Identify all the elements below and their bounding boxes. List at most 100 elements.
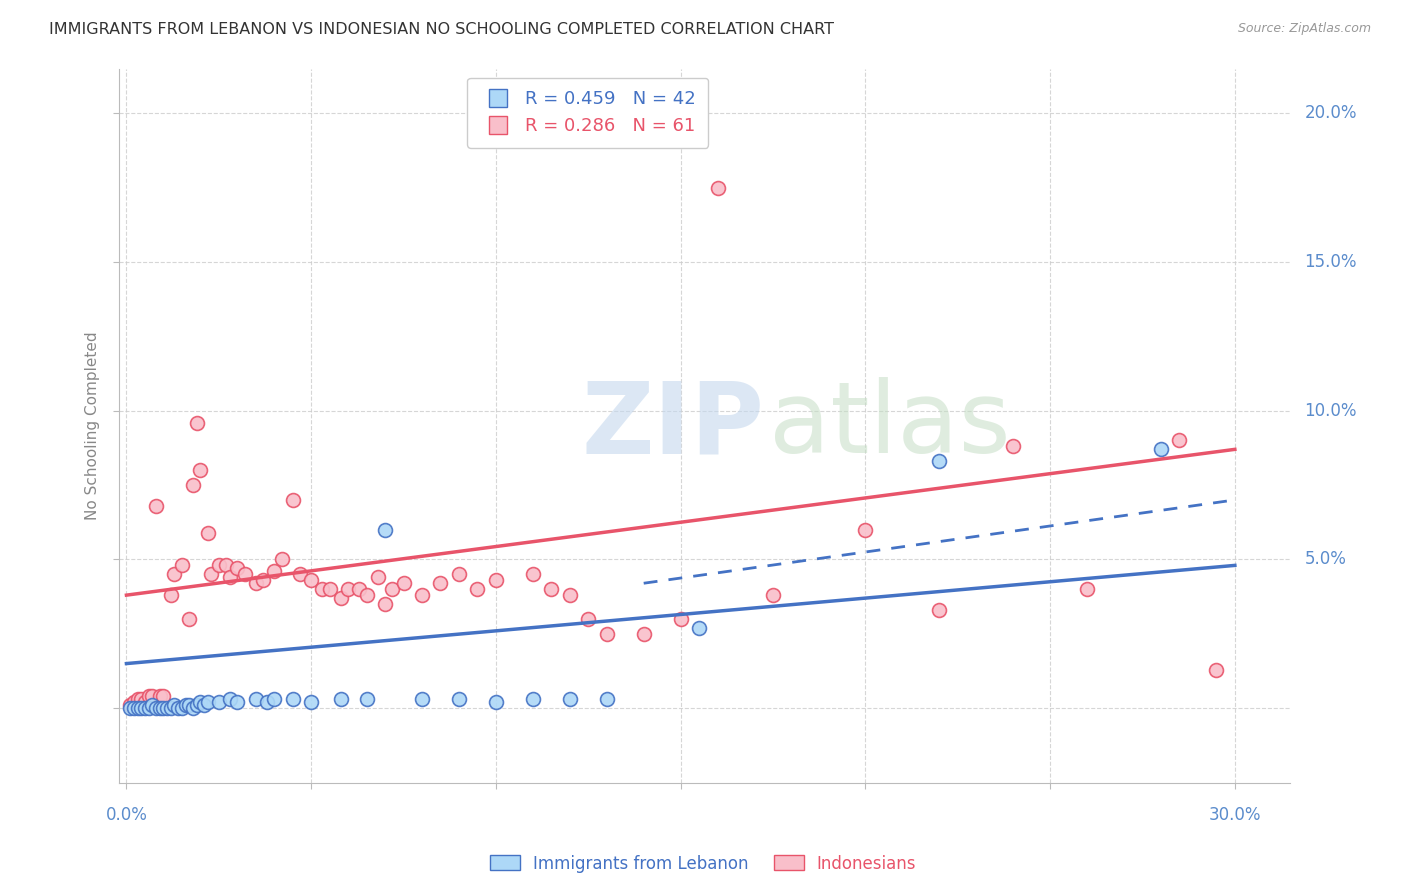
- Point: [219, 692, 242, 706]
- Point: [179, 612, 201, 626]
- Point: [179, 698, 201, 713]
- Text: 5.0%: 5.0%: [1305, 550, 1346, 568]
- Point: [540, 582, 562, 597]
- Point: [374, 523, 396, 537]
- Point: [167, 701, 190, 715]
- Point: [318, 582, 340, 597]
- Point: [299, 574, 322, 588]
- Point: [329, 591, 352, 606]
- Point: [181, 478, 204, 492]
- Point: [141, 698, 163, 713]
- Point: [447, 692, 470, 706]
- Point: [281, 492, 304, 507]
- Point: [219, 570, 242, 584]
- Point: [159, 701, 181, 715]
- Point: [1002, 439, 1025, 453]
- Point: [226, 561, 249, 575]
- Text: IMMIGRANTS FROM LEBANON VS INDONESIAN NO SCHOOLING COMPLETED CORRELATION CHART: IMMIGRANTS FROM LEBANON VS INDONESIAN NO…: [49, 22, 834, 37]
- Point: [256, 695, 278, 709]
- Point: [193, 698, 215, 713]
- Point: [129, 701, 152, 715]
- Point: [447, 567, 470, 582]
- Point: [245, 576, 267, 591]
- Point: [233, 567, 256, 582]
- Point: [181, 701, 204, 715]
- Point: [356, 692, 378, 706]
- Point: [208, 695, 231, 709]
- Point: [170, 558, 193, 573]
- Point: [152, 701, 174, 715]
- Point: [928, 603, 950, 617]
- Text: Source: ZipAtlas.com: Source: ZipAtlas.com: [1237, 22, 1371, 36]
- Point: [853, 523, 876, 537]
- Point: [134, 695, 156, 709]
- Point: [299, 695, 322, 709]
- Point: [141, 690, 163, 704]
- Text: 15.0%: 15.0%: [1305, 253, 1357, 271]
- Point: [122, 695, 145, 709]
- Point: [170, 701, 193, 715]
- Point: [337, 582, 360, 597]
- Text: atlas: atlas: [769, 377, 1011, 474]
- Point: [200, 567, 222, 582]
- Point: [149, 690, 172, 704]
- Point: [928, 454, 950, 468]
- Point: [197, 525, 219, 540]
- Point: [226, 695, 249, 709]
- Point: [197, 695, 219, 709]
- Point: [633, 627, 655, 641]
- Point: [558, 588, 581, 602]
- Point: [149, 701, 172, 715]
- Point: [374, 597, 396, 611]
- Point: [127, 701, 149, 715]
- Point: [270, 552, 292, 566]
- Point: [485, 695, 508, 709]
- Point: [122, 701, 145, 715]
- Point: [281, 692, 304, 706]
- Point: [208, 558, 231, 573]
- Point: [558, 692, 581, 706]
- Text: 0.0%: 0.0%: [105, 806, 148, 824]
- Point: [485, 574, 508, 588]
- Point: [311, 582, 333, 597]
- Point: [522, 567, 544, 582]
- Point: [163, 567, 186, 582]
- Point: [159, 588, 181, 602]
- Legend: R = 0.459   N = 42, R = 0.286   N = 61: R = 0.459 N = 42, R = 0.286 N = 61: [467, 78, 709, 148]
- Point: [329, 692, 352, 706]
- Point: [596, 692, 619, 706]
- Point: [392, 576, 415, 591]
- Text: 20.0%: 20.0%: [1305, 104, 1357, 122]
- Point: [1205, 663, 1227, 677]
- Point: [188, 695, 211, 709]
- Point: [576, 612, 599, 626]
- Point: [411, 588, 433, 602]
- Point: [263, 692, 285, 706]
- Point: [1168, 434, 1191, 448]
- Point: [706, 180, 728, 194]
- Point: [174, 698, 197, 713]
- Point: [762, 588, 785, 602]
- Point: [145, 701, 167, 715]
- Point: [347, 582, 370, 597]
- Point: [522, 692, 544, 706]
- Point: [252, 574, 274, 588]
- Point: [138, 701, 160, 715]
- Point: [263, 565, 285, 579]
- Point: [245, 692, 267, 706]
- Point: [367, 570, 389, 584]
- Point: [188, 463, 211, 477]
- Point: [186, 416, 208, 430]
- Legend: Immigrants from Lebanon, Indonesians: Immigrants from Lebanon, Indonesians: [484, 848, 922, 880]
- Point: [381, 582, 404, 597]
- Point: [186, 698, 208, 713]
- Point: [120, 701, 142, 715]
- Point: [129, 692, 152, 706]
- Point: [411, 692, 433, 706]
- Point: [596, 627, 619, 641]
- Y-axis label: No Schooling Completed: No Schooling Completed: [86, 331, 100, 520]
- Point: [356, 588, 378, 602]
- Point: [134, 701, 156, 715]
- Point: [163, 698, 186, 713]
- Text: 30.0%: 30.0%: [1209, 806, 1261, 824]
